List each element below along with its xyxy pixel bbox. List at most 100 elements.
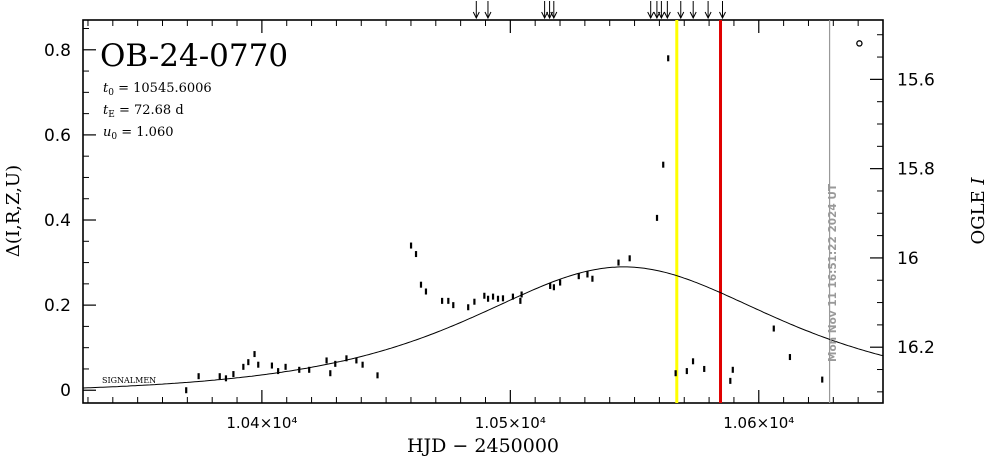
data-point-47	[662, 161, 665, 168]
param-subscript: E	[108, 110, 115, 120]
x-axis-label: HJD − 2450000	[407, 435, 559, 457]
data-point-25	[441, 297, 444, 304]
observation-arrow-3	[546, 1, 554, 20]
observation-arrow-4	[550, 1, 558, 20]
plot-frame	[82, 19, 884, 404]
vertical-lines	[675, 20, 831, 403]
x-tick-label: 1.04×10⁴	[226, 414, 297, 432]
arrow-head	[663, 11, 671, 20]
arrow-head	[719, 11, 726, 20]
param-value: = 1.060	[117, 125, 173, 140]
observation-arrow-11	[704, 1, 712, 20]
ylabel-right-band: I	[968, 177, 986, 186]
arrow-head	[704, 11, 712, 20]
data-point-7	[253, 351, 256, 358]
data-point-41	[577, 273, 580, 280]
data-point-24	[424, 288, 428, 295]
x-tick-label: 1.05×10⁴	[475, 414, 546, 432]
data-point-9	[270, 362, 274, 369]
y-axis-left-label: Δ(I,R,Z,U)	[3, 165, 24, 257]
data-point-19	[361, 361, 364, 368]
data-point-34	[501, 295, 505, 302]
data-point-50	[685, 368, 688, 375]
x-tick-label: 1.06×10⁴	[723, 414, 794, 432]
chart-title: OB-24-0770	[100, 38, 288, 74]
observation-arrow-8	[663, 1, 671, 20]
model-curve-group	[82, 266, 884, 389]
data-point-45	[628, 255, 631, 262]
y-axis-right-label: OGLE I	[968, 177, 986, 245]
data-point-4	[232, 371, 235, 378]
y-left-tick-label: 0.6	[44, 126, 71, 146]
data-point-37	[520, 291, 523, 298]
data-point-44	[617, 259, 620, 266]
data-point-15	[329, 370, 332, 377]
param-symbol: t	[103, 103, 109, 118]
data-point-48	[667, 55, 670, 62]
ylabel-right-main: OGLE	[968, 185, 986, 245]
data-point-32	[491, 293, 495, 300]
data-point-29	[473, 298, 476, 305]
data-points	[185, 40, 863, 394]
data-point-18	[355, 357, 358, 364]
data-point-11	[284, 363, 287, 370]
data-point-5	[242, 363, 245, 370]
data-point-28	[467, 304, 470, 311]
arrow-head	[541, 11, 549, 20]
param-value: = 72.68 d	[115, 103, 184, 118]
y-right-tick-label: 16.2	[897, 338, 935, 358]
data-point-43	[591, 275, 594, 282]
observation-arrow-7	[657, 1, 665, 20]
param-symbol: t	[103, 81, 109, 96]
observation-arrow-9	[677, 1, 685, 20]
data-point-31	[486, 295, 490, 302]
observation-arrows	[472, 1, 726, 20]
data-point-10	[277, 368, 280, 375]
param-symbol: u	[103, 125, 111, 140]
observation-arrow-6	[653, 1, 661, 20]
y-right-tick-label: 15.6	[897, 70, 935, 90]
y-left-tick-label: 0	[60, 381, 71, 401]
data-point-56	[788, 354, 792, 361]
fit-param-0: t0 = 10545.6006	[103, 81, 212, 98]
data-point-33	[496, 295, 500, 302]
data-point-20	[376, 372, 379, 379]
observation-arrow-12	[719, 1, 726, 20]
arrow-head	[677, 11, 685, 20]
data-point-54	[731, 366, 734, 373]
data-point-23	[419, 281, 423, 288]
data-point-53	[729, 377, 732, 384]
data-point-46	[655, 214, 659, 221]
data-point-17	[345, 355, 348, 362]
arrow-head	[484, 11, 492, 20]
signalmen-label: SIGNALMEN	[102, 376, 156, 385]
data-point-51	[691, 358, 695, 365]
data-point-36	[519, 297, 522, 304]
data-point-42	[586, 271, 589, 278]
arrow-head	[657, 11, 665, 20]
data-point-35	[511, 293, 515, 300]
observation-arrow-0	[472, 1, 480, 20]
observation-arrow-2	[541, 1, 549, 20]
data-point-13	[308, 366, 311, 373]
y-right-tick-label: 15.8	[897, 160, 935, 180]
data-point-27	[452, 302, 455, 309]
data-point-6	[247, 359, 250, 366]
arrow-head	[550, 11, 558, 20]
data-point-3	[224, 375, 228, 382]
data-point-38	[549, 282, 552, 289]
param-subscript: 0	[108, 88, 114, 98]
arrow-head	[689, 11, 697, 20]
data-point-26	[447, 297, 450, 304]
arrow-head	[647, 11, 655, 20]
outlier-point	[856, 40, 863, 47]
param-subscript: 0	[111, 132, 117, 142]
data-point-55	[772, 325, 775, 332]
param-value: = 10545.6006	[114, 81, 212, 96]
plot-border	[82, 19, 884, 404]
arrow-head	[472, 11, 480, 20]
data-point-14	[325, 357, 328, 364]
data-point-8	[257, 361, 260, 368]
